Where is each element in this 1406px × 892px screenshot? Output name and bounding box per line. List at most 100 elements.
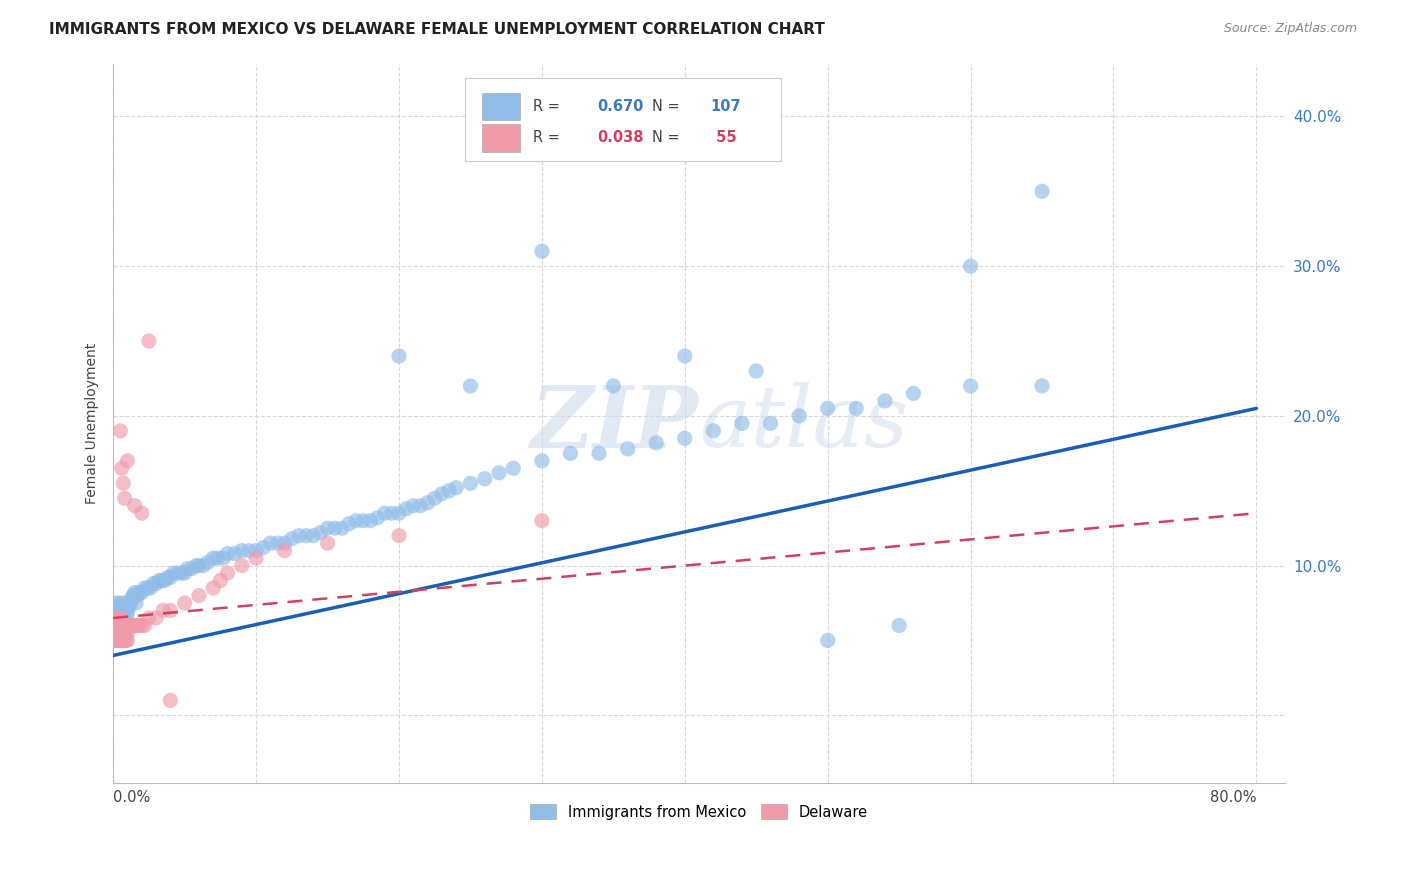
Point <box>787 409 810 423</box>
Point <box>273 536 295 550</box>
Point <box>112 603 135 617</box>
Point <box>105 596 128 610</box>
Point <box>122 618 145 632</box>
Point <box>212 551 235 566</box>
FancyBboxPatch shape <box>465 78 782 161</box>
Point <box>105 633 128 648</box>
Point <box>337 516 360 531</box>
Point <box>108 626 131 640</box>
Point <box>110 618 132 632</box>
Point <box>145 611 167 625</box>
Point <box>120 618 142 632</box>
Point <box>588 446 610 460</box>
Point <box>108 607 131 621</box>
Text: Source: ZipAtlas.com: Source: ZipAtlas.com <box>1223 22 1357 36</box>
Point <box>488 466 510 480</box>
Point <box>111 600 134 615</box>
Point <box>344 514 367 528</box>
Point <box>323 521 346 535</box>
Point <box>159 603 181 617</box>
Point <box>374 506 396 520</box>
Point <box>148 574 170 588</box>
Point <box>105 618 128 632</box>
Point <box>673 431 696 445</box>
Point <box>107 607 129 621</box>
Legend: Immigrants from Mexico, Delaware: Immigrants from Mexico, Delaware <box>524 798 873 826</box>
Point <box>173 566 195 580</box>
Point <box>139 581 162 595</box>
Point <box>217 566 239 580</box>
Point <box>166 566 188 580</box>
Point <box>131 618 153 632</box>
Point <box>460 476 482 491</box>
Point <box>388 506 411 520</box>
Point <box>145 576 167 591</box>
Point <box>107 618 129 632</box>
Point <box>207 551 229 566</box>
Point <box>110 611 132 625</box>
Point <box>903 386 925 401</box>
Point <box>118 618 141 632</box>
Point <box>150 574 173 588</box>
Point <box>124 618 146 632</box>
Point <box>107 611 129 625</box>
Point <box>173 596 195 610</box>
Point <box>112 611 135 625</box>
Point <box>117 454 139 468</box>
Point <box>105 626 128 640</box>
Text: R =: R = <box>533 99 564 113</box>
Point <box>153 574 176 588</box>
Point <box>245 551 267 566</box>
Point <box>388 529 411 543</box>
Point <box>602 379 624 393</box>
Point <box>170 566 193 580</box>
Point <box>152 603 174 617</box>
Point <box>197 556 219 570</box>
Text: 55: 55 <box>711 130 737 145</box>
Point <box>111 607 134 621</box>
Text: 80.0%: 80.0% <box>1211 790 1257 805</box>
Point <box>616 442 638 456</box>
Point <box>138 334 160 348</box>
Point <box>125 596 148 610</box>
Point <box>273 543 295 558</box>
Point <box>127 618 149 632</box>
Point <box>231 543 253 558</box>
Point <box>209 574 232 588</box>
Point <box>105 611 128 625</box>
Point <box>104 618 127 632</box>
Point <box>115 607 138 621</box>
Point <box>115 633 138 648</box>
Point <box>180 561 202 575</box>
Point <box>759 417 782 431</box>
Point <box>202 551 225 566</box>
Point <box>134 618 156 632</box>
Point <box>395 501 418 516</box>
Point <box>117 599 139 613</box>
Text: 0.670: 0.670 <box>598 99 644 113</box>
Point <box>110 424 132 438</box>
Point <box>402 499 425 513</box>
Point <box>202 581 225 595</box>
Point <box>108 633 131 648</box>
Point <box>142 576 165 591</box>
Point <box>125 618 148 632</box>
Text: 0.0%: 0.0% <box>114 790 150 805</box>
Text: atlas: atlas <box>699 382 908 465</box>
Point <box>122 589 145 603</box>
Point <box>352 514 374 528</box>
Point <box>104 633 127 648</box>
Y-axis label: Female Unemployment: Female Unemployment <box>86 343 100 504</box>
Point <box>112 618 135 632</box>
Point <box>302 529 325 543</box>
Point <box>359 514 381 528</box>
Point <box>136 581 159 595</box>
Point <box>416 496 439 510</box>
Point <box>817 633 839 648</box>
Point <box>845 401 868 416</box>
Point <box>111 626 134 640</box>
Point <box>114 603 136 617</box>
Text: 107: 107 <box>711 99 741 113</box>
Point <box>159 571 181 585</box>
Point <box>111 633 134 648</box>
